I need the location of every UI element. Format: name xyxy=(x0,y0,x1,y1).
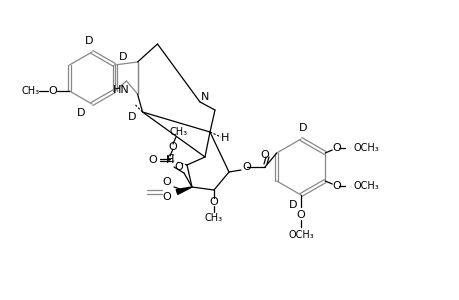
Text: OCH₃: OCH₃ xyxy=(353,181,378,191)
Text: O: O xyxy=(48,86,57,96)
Text: O: O xyxy=(168,142,177,152)
Text: O: O xyxy=(296,210,305,220)
Text: N: N xyxy=(201,92,209,102)
Text: D: D xyxy=(119,52,128,62)
Text: H: H xyxy=(165,155,174,165)
Text: D: D xyxy=(288,200,297,210)
Text: O: O xyxy=(162,177,171,187)
Text: O: O xyxy=(162,192,171,202)
Polygon shape xyxy=(176,187,191,194)
Text: O: O xyxy=(260,150,269,160)
Text: CH₃: CH₃ xyxy=(205,213,223,223)
Text: D: D xyxy=(84,36,93,46)
Text: HN: HN xyxy=(113,85,129,95)
Text: C: C xyxy=(166,154,174,164)
Text: D: D xyxy=(128,112,136,122)
Text: D: D xyxy=(298,123,307,133)
Text: D: D xyxy=(77,108,85,118)
Text: CH₃: CH₃ xyxy=(22,86,39,96)
Text: CH₃: CH₃ xyxy=(169,127,188,137)
Text: O: O xyxy=(332,181,341,191)
Text: OCH₃: OCH₃ xyxy=(353,143,378,153)
Text: O: O xyxy=(242,162,251,172)
Text: H: H xyxy=(220,133,229,143)
Text: O: O xyxy=(174,162,183,172)
Text: O: O xyxy=(148,155,157,165)
Text: OCH₃: OCH₃ xyxy=(287,230,313,240)
Text: O: O xyxy=(209,197,218,207)
Text: O: O xyxy=(332,143,341,153)
